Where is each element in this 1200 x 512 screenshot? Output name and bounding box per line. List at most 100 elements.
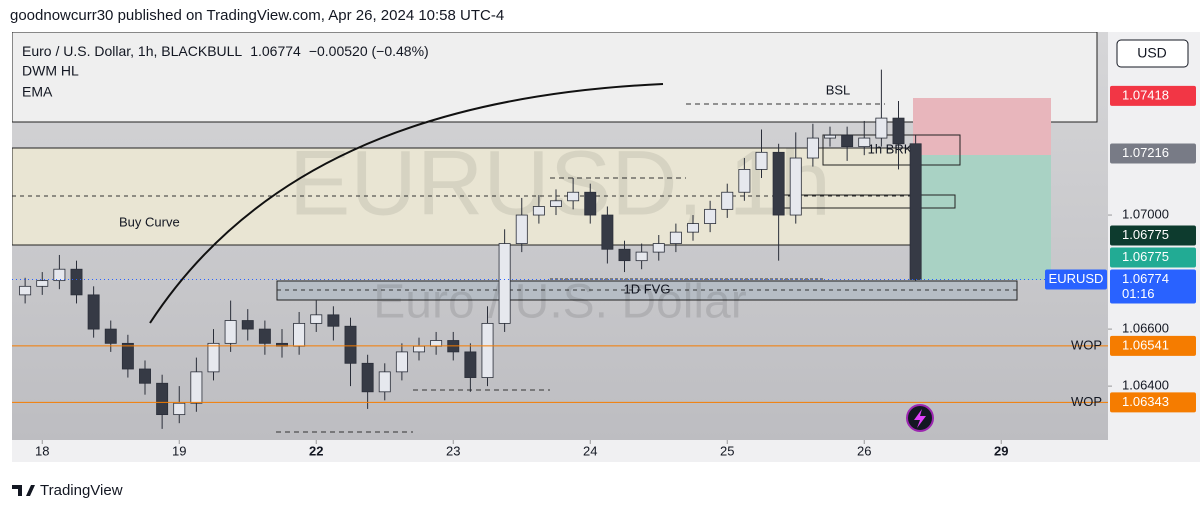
x-tick-label: 25	[720, 443, 734, 458]
legend: Euro / U.S. Dollar, 1h, BLACKBULL 1.06774…	[22, 43, 429, 59]
price-marker	[1110, 247, 1196, 268]
price-marker-label: 1.07418	[1122, 87, 1169, 102]
price-marker-label: 1.06541	[1122, 337, 1169, 352]
candle-body	[190, 371, 203, 404]
price-marker-label: 1.06774	[1122, 271, 1169, 286]
candle-body	[464, 351, 477, 378]
currency[interactable]: USD	[1137, 45, 1167, 61]
candle-body	[207, 342, 220, 373]
candle-body	[378, 371, 391, 393]
candle-body	[327, 314, 340, 327]
candle-body	[70, 268, 83, 296]
publish-header: goodnowcurr30 published on TradingView.c…	[10, 7, 504, 24]
stop-zone	[913, 98, 1051, 155]
price-marker	[1110, 143, 1196, 164]
candle-body	[310, 314, 323, 324]
candle-body	[841, 134, 854, 148]
candle-body	[104, 328, 117, 344]
candle-body	[121, 342, 134, 370]
candle-body	[909, 143, 922, 280]
candle-body	[344, 325, 357, 364]
target-zone	[913, 155, 1051, 280]
candle-body	[687, 223, 699, 233]
candle-body	[36, 280, 49, 287]
x-tick-label: 26	[857, 443, 871, 458]
watermark-sub: Euro / U.S. Dollar	[373, 276, 746, 329]
candle-body	[652, 243, 665, 253]
annotation: Buy Curve	[119, 214, 180, 229]
candle-body	[532, 206, 545, 216]
candle-body	[515, 214, 528, 244]
currency-button[interactable]	[1116, 39, 1189, 68]
candle-body	[87, 294, 100, 330]
candle-body	[53, 268, 66, 282]
price-marker	[1110, 269, 1196, 304]
alert-bolt	[914, 409, 926, 428]
candle-body	[721, 191, 734, 210]
symbol: Euro / U.S. Dollar, 1h, BLACKBULL	[22, 43, 242, 59]
x-tick-label: 19	[172, 443, 186, 458]
y-tick-label: 1.06400	[1122, 378, 1169, 393]
x-tick-label: 18	[35, 443, 49, 458]
indicator: EMA	[22, 84, 53, 100]
candle-body	[567, 191, 580, 202]
candle-body	[173, 402, 186, 416]
candle-body	[156, 382, 169, 416]
candle-body	[430, 340, 443, 347]
candle-body	[806, 137, 819, 159]
annotation: 1h BRK	[868, 141, 913, 156]
price-marker	[1110, 225, 1196, 246]
marker-note: WOP	[1071, 337, 1102, 352]
candle-body	[584, 191, 597, 216]
candle-body	[858, 137, 871, 148]
candle-body	[241, 320, 254, 330]
candle-body	[361, 362, 374, 393]
candles	[19, 69, 922, 429]
candle-body	[738, 169, 751, 193]
candle-body	[789, 157, 802, 216]
annotation: BSL	[826, 82, 851, 97]
indicator: DWM HL	[22, 63, 79, 79]
price-marker	[1110, 392, 1196, 413]
candle-body	[395, 351, 408, 373]
annotation: 1D FVG	[624, 281, 671, 296]
candle-body	[824, 134, 836, 139]
candle-body	[258, 328, 271, 344]
candle-body	[224, 320, 237, 344]
candle-body	[139, 368, 151, 384]
candle-body	[293, 322, 306, 347]
candle-body	[635, 251, 648, 262]
y-tick-label: 1.07000	[1122, 206, 1169, 221]
brand: TradingView	[40, 482, 123, 499]
x-tick-label: 23	[446, 443, 460, 458]
price-marker-label: 1.06343	[1122, 394, 1169, 409]
symbol-tag-label: EURUSD	[1049, 271, 1104, 286]
time-axis	[12, 440, 1108, 462]
price-marker	[1110, 335, 1196, 356]
candle-body	[413, 345, 425, 353]
footer	[0, 462, 1200, 512]
symbol-tag	[1045, 269, 1107, 290]
x-tick-label: 29	[994, 443, 1008, 458]
price-marker-label: 1.06775	[1122, 249, 1169, 264]
x-tick-label: 22	[309, 443, 323, 458]
candle-body	[875, 117, 888, 139]
candle-body	[892, 117, 905, 145]
countdown: 01:16	[1122, 286, 1155, 301]
price-marker-label: 1.06775	[1122, 227, 1169, 242]
price-marker-label: 1.07216	[1122, 145, 1169, 160]
brk-box	[822, 134, 961, 166]
candle-body	[755, 151, 768, 170]
candle-body	[618, 248, 631, 262]
candle-body	[669, 231, 682, 244]
candle-body	[498, 243, 511, 324]
candle-body	[481, 322, 494, 378]
last-price: 1.06774	[250, 43, 301, 59]
candle-body	[704, 208, 717, 224]
candle-body	[772, 151, 785, 216]
price-marker	[1110, 85, 1196, 106]
x-tick-label: 24	[583, 443, 597, 458]
change: −0.00520 (−0.48%)	[309, 43, 429, 59]
